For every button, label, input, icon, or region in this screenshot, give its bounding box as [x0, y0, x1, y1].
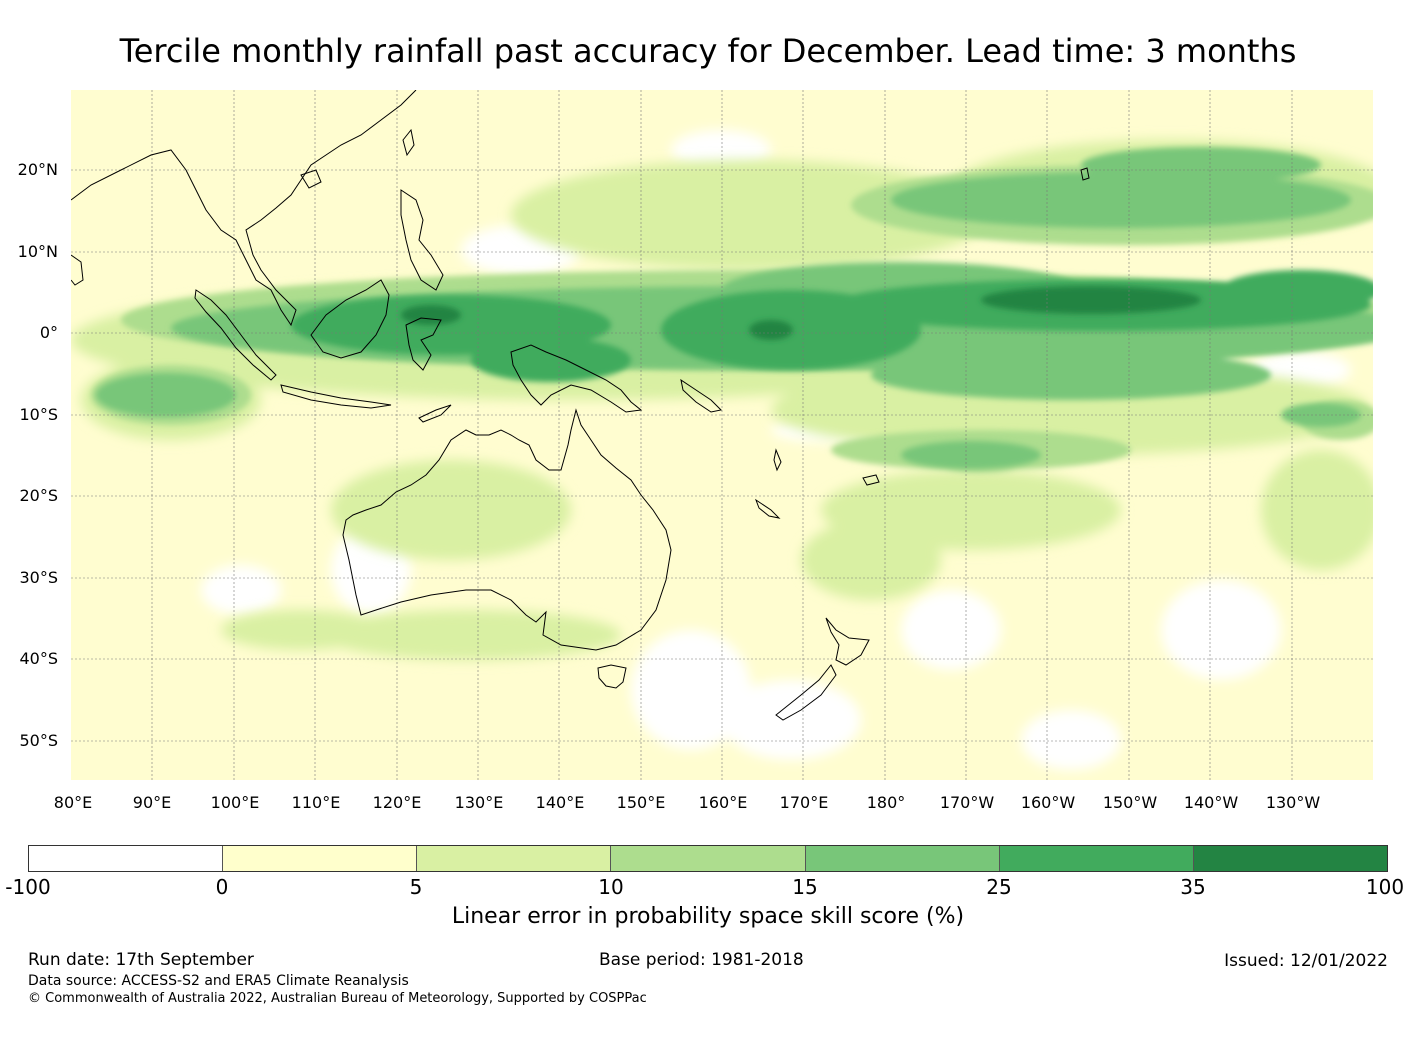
lon-label-120e: 120°E	[372, 793, 422, 812]
timor-coastline	[418, 404, 452, 423]
run-date: Run date: 17th September	[28, 950, 254, 970]
lon-label-170w: 170°W	[939, 793, 995, 812]
lon-label-80e: 80°E	[53, 793, 93, 812]
lat-label-50s: 50°S	[19, 731, 58, 750]
hainan-coastline	[300, 169, 322, 189]
lat-label-10n: 10°N	[17, 242, 58, 261]
mainland-asia-coastline	[71, 90, 417, 327]
lon-label-170e: 170°E	[779, 793, 829, 812]
new-zealand-north-coastline	[825, 617, 870, 666]
skill-score-map	[71, 90, 1373, 780]
new-caledonia-coastline	[754, 498, 781, 519]
new-guinea-coastline	[510, 344, 643, 413]
colorbar-tick: 35	[1180, 875, 1206, 899]
lon-label-160w: 160°W	[1020, 793, 1076, 812]
java-coastline	[280, 384, 392, 409]
lon-label-140e: 140°E	[535, 793, 585, 812]
australia-coastline	[342, 408, 672, 651]
colorbar-segment	[1193, 846, 1387, 871]
colorbar-tick: 10	[598, 875, 624, 899]
chart-title: Tercile monthly rainfall past accuracy f…	[119, 32, 1297, 70]
colorbar	[28, 845, 1388, 872]
issued-date: Issued: 12/01/2022	[1224, 951, 1388, 971]
lat-label-10s: 10°S	[19, 405, 58, 424]
lon-label-90e: 90°E	[132, 793, 172, 812]
data-source: Data source: ACCESS-S2 and ERA5 Climate …	[28, 973, 409, 989]
new-zealand-south-coastline	[775, 664, 837, 721]
philippines-coastline	[400, 189, 444, 291]
colorbar-tick: 25	[986, 875, 1012, 899]
fiji-coastline	[862, 474, 880, 486]
colorbar-tick: 5	[409, 875, 423, 899]
colorbar-segment	[417, 846, 612, 871]
lon-label-160e: 160°E	[698, 793, 748, 812]
lat-label-20s: 20°S	[19, 486, 58, 505]
vanuatu-coastline	[773, 448, 782, 472]
grid-lines	[71, 90, 1373, 780]
sri-lanka-coastline	[71, 254, 84, 286]
colorbar-label: Linear error in probability space skill …	[451, 904, 965, 929]
colorbar-segment	[805, 846, 1000, 871]
lon-label-180: 180°	[866, 793, 906, 812]
lat-label-20n: 20°N	[17, 160, 58, 179]
coastlines	[71, 90, 1090, 721]
borneo-coastline	[310, 279, 390, 359]
colorbar-tick: 100	[1365, 875, 1405, 899]
lon-label-110e: 110°E	[291, 793, 341, 812]
taiwan-coastline	[402, 128, 415, 157]
lat-label-0: 0°	[39, 323, 58, 342]
lon-label-140w: 140°W	[1183, 793, 1239, 812]
lon-label-100e: 100°E	[210, 793, 260, 812]
colorbar-segment	[29, 846, 224, 871]
lat-label-40s: 40°S	[19, 649, 58, 668]
lon-label-130e: 130°E	[454, 793, 504, 812]
sumatra-coastline	[194, 289, 277, 381]
colorbar-tick: 0	[215, 875, 229, 899]
colorbar-tick: 15	[792, 875, 818, 899]
lon-label-130w: 130°W	[1265, 793, 1321, 812]
lat-label-30s: 30°S	[19, 568, 58, 587]
sulawesi-coastline	[405, 317, 442, 371]
map-svg	[71, 90, 1373, 780]
colorbar-tick: -100	[5, 875, 51, 899]
skill-35-100-areas	[401, 286, 1201, 340]
colorbar-segment	[223, 846, 418, 871]
lon-label-150w: 150°W	[1102, 793, 1158, 812]
tasmania-coastline	[597, 664, 627, 689]
hawaii-coastline	[1080, 167, 1090, 181]
copyright: © Commonwealth of Australia 2022, Austra…	[28, 991, 647, 1006]
colorbar-segment	[611, 846, 806, 871]
base-period: Base period: 1981-2018	[599, 950, 804, 970]
lon-label-150e: 150°E	[616, 793, 666, 812]
solomon-islands-coastline	[680, 378, 723, 413]
colorbar-segment	[999, 846, 1194, 871]
